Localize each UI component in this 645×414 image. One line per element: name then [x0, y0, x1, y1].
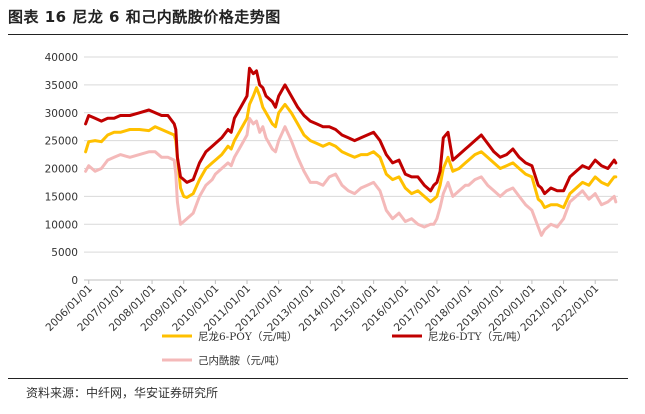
legend-label-1: 尼龙6-POY（元/吨） [198, 330, 297, 343]
y-axis: 0 5000 10000 15000 20000 25000 30000 35000 40000 [45, 52, 78, 287]
y-gridlines [84, 56, 618, 281]
top-rule [8, 34, 628, 35]
bottom-rule [8, 378, 628, 379]
series-line-2 [84, 66, 618, 196]
source-note: 资料来源：中纤网，华安证券研究所 [26, 386, 219, 400]
legend: 尼龙6-POY（元/吨） 尼龙6-DTY（元/吨） 己内酰胺（元/吨） [162, 330, 527, 367]
y-tick-label: 25000 [45, 136, 78, 148]
legend-label-2: 尼龙6-DTY（元/吨） [428, 330, 527, 343]
y-tick-label: 0 [71, 275, 78, 287]
x-axis: 2006/01/012007/01/012008/01/012009/01/01… [44, 279, 618, 334]
y-tick-label: 15000 [45, 191, 78, 203]
y-tick-label: 35000 [45, 80, 78, 92]
y-tick-label: 10000 [45, 219, 78, 231]
series-line-1 [84, 86, 618, 209]
y-tick-label: 30000 [45, 108, 78, 120]
y-tick-label: 20000 [45, 164, 78, 176]
series-lines [84, 66, 618, 237]
legend-label-3: 己内酰胺（元/吨） [198, 354, 286, 367]
y-tick-label: 40000 [45, 52, 78, 64]
y-tick-label: 5000 [51, 247, 78, 259]
figure-title: 图表 16 尼龙 6 和己内酰胺价格走势图 [8, 8, 281, 26]
series-line-3 [84, 116, 618, 237]
